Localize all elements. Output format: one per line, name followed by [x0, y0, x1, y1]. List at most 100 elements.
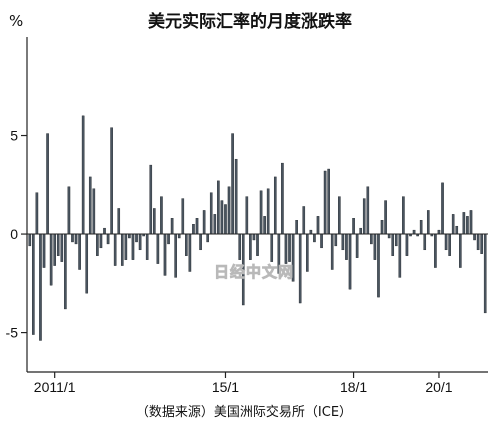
bar — [245, 196, 249, 235]
bar — [120, 233, 124, 266]
bar — [138, 233, 142, 251]
bar — [426, 210, 430, 235]
bar — [412, 229, 416, 235]
bar — [316, 216, 320, 235]
bar — [167, 233, 170, 245]
bar — [192, 224, 195, 235]
bar — [405, 233, 409, 256]
bar — [149, 164, 153, 235]
bar — [110, 127, 113, 235]
bar — [153, 208, 156, 235]
bar — [366, 186, 370, 235]
bar — [85, 233, 89, 294]
bar — [56, 233, 60, 256]
y-tick-label: 0 — [10, 226, 18, 242]
bar — [131, 233, 135, 260]
bar — [323, 170, 327, 235]
bar — [206, 233, 209, 243]
bar — [64, 233, 67, 310]
y-unit-label: % — [9, 12, 23, 30]
bar — [330, 233, 334, 270]
bar — [231, 133, 234, 235]
bar — [224, 204, 227, 235]
bar — [99, 233, 103, 249]
bar — [345, 233, 348, 260]
bar — [373, 233, 377, 260]
bar — [213, 214, 217, 235]
bar — [170, 218, 174, 235]
bar — [67, 186, 71, 235]
bar — [117, 208, 121, 235]
bar — [78, 233, 81, 270]
bar — [480, 233, 483, 254]
bar — [113, 233, 117, 266]
bar — [177, 233, 181, 239]
bar — [135, 233, 138, 243]
bar — [384, 200, 387, 235]
bar — [199, 233, 202, 251]
bar — [238, 233, 242, 260]
bar — [398, 233, 402, 278]
bar — [476, 233, 480, 251]
bar — [88, 176, 92, 235]
x-tick-label: 15/1 — [212, 379, 239, 395]
y-tick-label: 5 — [10, 128, 18, 144]
bar — [434, 233, 437, 268]
chart-title: 美元实际汇率的月度涨跌率 — [148, 11, 352, 32]
bar — [387, 233, 391, 239]
bar — [195, 218, 199, 235]
bar — [362, 198, 366, 235]
bar — [466, 216, 469, 235]
x-tick-label: 18/1 — [340, 379, 367, 395]
bar — [145, 233, 149, 260]
bar — [256, 233, 259, 256]
bar — [391, 233, 395, 256]
bar — [188, 233, 192, 272]
bar — [341, 233, 345, 251]
bar — [355, 233, 359, 258]
bar — [106, 233, 110, 245]
bar — [348, 233, 352, 290]
bar — [252, 233, 256, 241]
bar — [81, 115, 85, 235]
bar — [263, 216, 266, 235]
bar — [96, 233, 99, 256]
bar — [327, 168, 330, 235]
bar — [377, 233, 380, 298]
bar — [227, 186, 231, 235]
bar — [270, 233, 274, 262]
bar — [39, 233, 42, 341]
bar — [163, 233, 167, 276]
x-tick-label: 2011/1 — [34, 379, 76, 395]
bar — [32, 233, 35, 335]
bar — [295, 220, 298, 235]
bar — [35, 192, 39, 235]
bar — [288, 233, 291, 262]
bar — [234, 158, 238, 235]
bar — [128, 233, 131, 239]
bar — [202, 210, 206, 235]
bar — [42, 233, 46, 268]
bar — [380, 220, 384, 235]
bar — [217, 180, 220, 235]
bar — [419, 220, 423, 235]
bar — [298, 233, 302, 304]
bar — [483, 233, 487, 314]
bar — [49, 233, 53, 286]
bar — [444, 233, 448, 251]
bar — [124, 233, 128, 260]
source-note: （数据来源）美国洲际交易所（ICE） — [136, 404, 352, 420]
bar — [28, 233, 32, 247]
bar — [46, 133, 49, 235]
bar — [284, 233, 288, 264]
bar — [320, 233, 323, 249]
bar — [448, 233, 451, 256]
bar — [313, 233, 316, 243]
bar — [394, 233, 398, 247]
bar — [281, 162, 284, 235]
bar — [60, 233, 64, 262]
y-tick-label: -5 — [6, 325, 19, 341]
bar — [209, 192, 213, 235]
bar — [473, 233, 476, 241]
